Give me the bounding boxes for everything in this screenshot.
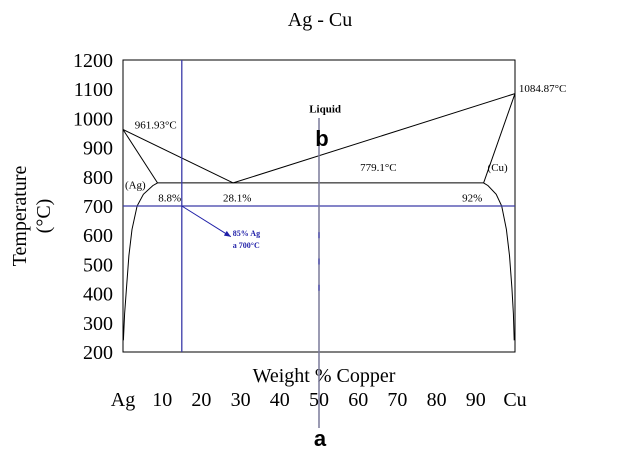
arrow-shaft xyxy=(181,205,232,238)
x-tick-label: 30 xyxy=(231,389,251,411)
annotation-label: (Cu) xyxy=(488,162,509,174)
x-tick-label: 70 xyxy=(387,389,407,411)
annotation-label: 92% xyxy=(462,193,482,205)
x-tick-label: Cu xyxy=(503,389,526,411)
y-tick-label: 1200 xyxy=(73,50,113,72)
x-tick-label: Ag xyxy=(111,389,135,411)
annotation-label: 1084.87°C xyxy=(519,83,567,95)
annotation-label: 961.93°C xyxy=(135,120,177,132)
x-tick-labels: Ag 10 20 30 40 50 60 70 80 90 Cu xyxy=(111,389,527,411)
y-tick-label: 700 xyxy=(83,196,113,218)
y-tick-label: 500 xyxy=(83,254,113,276)
annotation-label: 28.1% xyxy=(223,193,251,205)
y-axis-label: Temperature (°C) xyxy=(9,165,55,266)
composition-label-bottom: a xyxy=(314,426,327,451)
y-tick-label: 300 xyxy=(83,313,113,335)
x-tick-label: 10 xyxy=(152,389,172,411)
series-solidus-left xyxy=(122,129,158,184)
annotation-label: 8.8% xyxy=(158,193,181,205)
x-axis-label: Weight % Copper xyxy=(253,365,396,387)
y-tick-label: 1100 xyxy=(74,79,113,101)
annotation-label: (Ag) xyxy=(125,179,146,191)
y-tick-label: 400 xyxy=(83,284,113,306)
x-tick-label: 60 xyxy=(348,389,368,411)
annotation-label: Liquid xyxy=(309,104,341,116)
x-tick-label: 80 xyxy=(427,389,447,411)
arrow-head xyxy=(223,230,231,237)
series-solidus-right xyxy=(483,93,516,184)
y-tick-label: 900 xyxy=(83,138,113,160)
y-axis-label-line1: Temperature xyxy=(9,165,31,266)
arrow-annotation: 85% Ag a 700°C xyxy=(181,205,260,250)
annotations: Liquid 961.93°C 1084.87°C 779.1°C (Ag) (Cu) 8.… xyxy=(125,83,566,204)
y-tick-label: 1000 xyxy=(73,108,113,130)
y-tick-label: 200 xyxy=(83,342,113,364)
series-liquidus-right xyxy=(233,93,516,184)
series-solvus-left xyxy=(122,182,158,341)
y-axis-label-line2: (°C) xyxy=(33,199,55,234)
chart-title: Ag - Cu xyxy=(288,9,352,31)
composition-label-top: b xyxy=(315,126,328,151)
y-tick-labels: 200 300 400 500 600 700 800 900 1000 1100 1200 xyxy=(73,50,113,364)
y-tick-label: 600 xyxy=(83,225,113,247)
composition-line-group: ba xyxy=(314,118,329,451)
arrow-label-line1: 85% Ag xyxy=(233,229,260,238)
arrow-label-line2: a 700°C xyxy=(233,241,260,250)
series-liquidus-left xyxy=(122,129,234,184)
x-tick-label: 90 xyxy=(466,389,486,411)
x-tick-label: 20 xyxy=(191,389,211,411)
series-solvus-right xyxy=(483,182,515,341)
x-tick-label: 40 xyxy=(270,389,290,411)
annotation-label: 779.1°C xyxy=(360,162,397,174)
y-tick-label: 800 xyxy=(83,167,113,189)
